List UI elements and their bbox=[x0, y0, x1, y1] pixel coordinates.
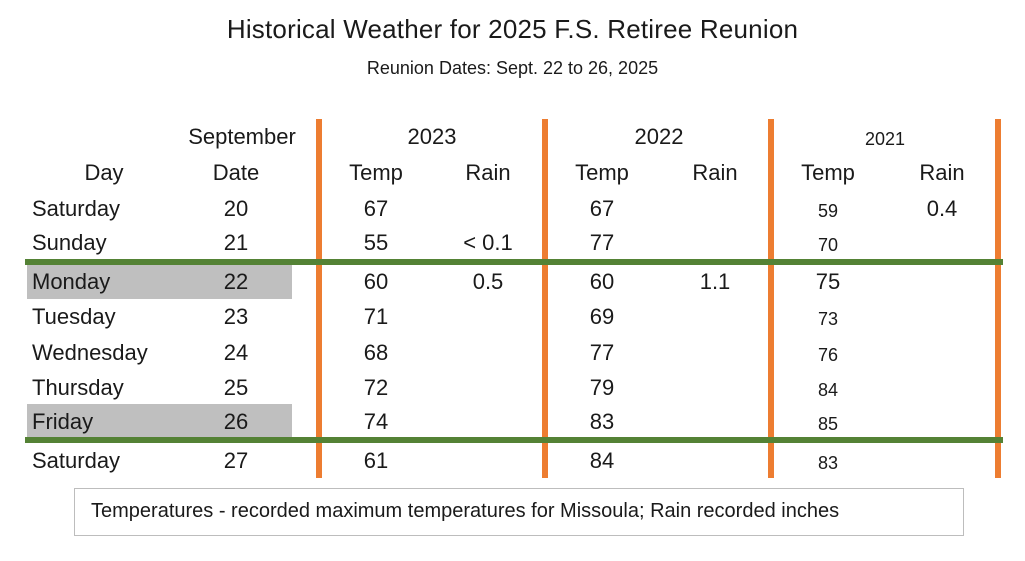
cell-r2023: < 0.1 bbox=[463, 230, 513, 255]
cell-r2023: 0.5 bbox=[472, 269, 504, 294]
cell-date: 24 bbox=[223, 340, 249, 365]
rain-header-2022: Rain bbox=[692, 160, 738, 185]
cell-day: Saturday bbox=[32, 196, 121, 221]
date-column-header: Date bbox=[212, 160, 260, 185]
cell-date: 26 bbox=[223, 409, 249, 434]
cell-t2023: 60 bbox=[363, 269, 389, 294]
rain-header-2023: Rain bbox=[465, 160, 511, 185]
temp-header-2023: Temp bbox=[349, 160, 403, 185]
cell-t2022: 84 bbox=[589, 448, 615, 473]
cell-t2023: 67 bbox=[363, 196, 389, 221]
year-header-2022: 2022 bbox=[634, 124, 684, 149]
cell-day: Thursday bbox=[32, 375, 124, 400]
cell-t2023: 61 bbox=[363, 448, 389, 473]
cell-date: 20 bbox=[223, 196, 249, 221]
cell-day: Wednesday bbox=[32, 340, 148, 365]
cell-day: Tuesday bbox=[32, 304, 116, 329]
page-subtitle: Reunion Dates: Sept. 22 to 26, 2025 bbox=[366, 58, 659, 78]
footer-text: Temperatures - recorded maximum temperat… bbox=[91, 500, 840, 522]
cell-t2021: 83 bbox=[817, 453, 839, 473]
divider-2021 bbox=[768, 119, 774, 478]
cell-r2021: 0.4 bbox=[926, 196, 958, 221]
divider-2022 bbox=[542, 119, 548, 478]
year-header-2023: 2023 bbox=[407, 124, 457, 149]
cell-day: Sunday bbox=[32, 230, 107, 255]
cell-t2023: 72 bbox=[363, 375, 389, 400]
divider-2023 bbox=[316, 119, 322, 478]
day-column-header: Day bbox=[84, 160, 124, 185]
highlight-friday bbox=[27, 404, 292, 440]
cell-t2023: 55 bbox=[363, 230, 389, 255]
cell-date: 22 bbox=[223, 269, 249, 294]
cell-t2023: 71 bbox=[363, 304, 389, 329]
cell-date: 23 bbox=[223, 304, 249, 329]
month-header: September bbox=[188, 124, 296, 149]
reunion-end-line bbox=[25, 437, 1003, 443]
cell-date: 27 bbox=[223, 448, 249, 473]
reunion-start-line bbox=[25, 259, 1003, 265]
cell-day: Monday bbox=[32, 269, 111, 294]
cell-t2021: 59 bbox=[817, 201, 839, 221]
temp-header-2021: Temp bbox=[801, 160, 855, 185]
page-title: Historical Weather for 2025 F.S. Retiree… bbox=[226, 14, 799, 44]
cell-t2022: 83 bbox=[589, 409, 615, 434]
cell-date: 21 bbox=[223, 230, 249, 255]
footer-note: Temperatures - recorded maximum temperat… bbox=[74, 488, 964, 536]
cell-t2021: 76 bbox=[817, 345, 839, 365]
cell-date: 25 bbox=[223, 375, 249, 400]
rain-header-2021: Rain bbox=[919, 160, 965, 185]
temp-header-2022: Temp bbox=[575, 160, 629, 185]
cell-t2023: 74 bbox=[363, 409, 389, 434]
cell-t2021: 84 bbox=[817, 380, 839, 400]
cell-t2022: 67 bbox=[589, 196, 615, 221]
cell-t2022: 69 bbox=[589, 304, 615, 329]
cell-day: Saturday bbox=[32, 448, 121, 473]
cell-t2021: 73 bbox=[817, 309, 839, 329]
cell-day: Friday bbox=[32, 409, 94, 434]
cell-t2022: 60 bbox=[589, 269, 615, 294]
year-header-2021: 2021 bbox=[864, 129, 906, 149]
cell-t2022: 77 bbox=[589, 230, 615, 255]
cell-t2022: 79 bbox=[589, 375, 615, 400]
cell-t2021: 70 bbox=[817, 235, 839, 255]
highlight-monday bbox=[27, 263, 292, 299]
cell-t2023: 68 bbox=[363, 340, 389, 365]
cell-t2022: 77 bbox=[589, 340, 615, 365]
cell-r2022: 1.1 bbox=[699, 269, 731, 294]
cell-t2021: 75 bbox=[815, 269, 841, 294]
cell-t2021: 85 bbox=[817, 414, 839, 434]
divider-right bbox=[995, 119, 1001, 478]
